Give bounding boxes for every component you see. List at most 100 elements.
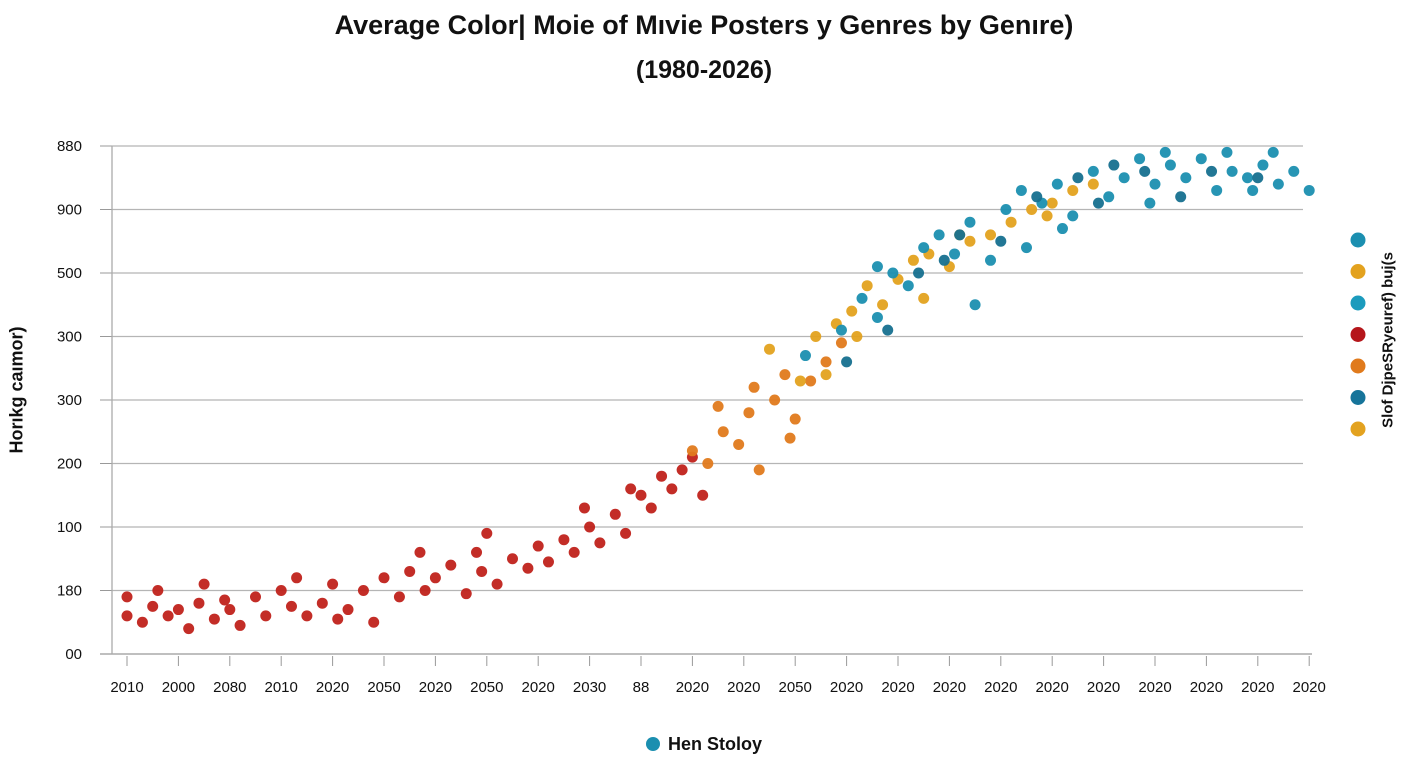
- data-point: [1021, 242, 1032, 254]
- data-point: [147, 600, 159, 612]
- data-point: [1252, 172, 1264, 184]
- data-point: [1026, 204, 1038, 215]
- data-point: [594, 537, 606, 549]
- data-point: [938, 254, 950, 266]
- legend-marker: [1350, 358, 1366, 374]
- data-point: [846, 305, 858, 317]
- data-point: [882, 324, 894, 336]
- y-tick-label: 500: [57, 265, 82, 282]
- data-point: [1139, 165, 1151, 177]
- data-point: [841, 356, 853, 368]
- data-point: [1015, 184, 1027, 196]
- data-point: [1118, 172, 1130, 184]
- data-point: [620, 527, 632, 539]
- data-point: [1056, 223, 1068, 235]
- data-point: [964, 216, 976, 228]
- y-tick-label: 100: [57, 519, 82, 536]
- data-point: [260, 610, 272, 622]
- x-tick-label: 2020: [1138, 679, 1171, 696]
- data-point: [717, 426, 729, 438]
- data-point: [419, 585, 431, 596]
- data-point: [1087, 178, 1099, 190]
- data-point: [902, 280, 914, 292]
- data-point: [871, 261, 883, 273]
- data-point: [635, 489, 647, 501]
- data-point: [918, 292, 930, 304]
- data-point: [1288, 165, 1300, 177]
- data-point: [1031, 191, 1043, 203]
- data-point: [851, 331, 863, 342]
- data-point: [584, 521, 596, 533]
- data-point: [1180, 172, 1192, 184]
- data-point: [219, 594, 231, 606]
- x-tick-label: 2000: [162, 679, 195, 696]
- data-point: [1041, 210, 1053, 222]
- legend-marker: [1350, 421, 1366, 437]
- data-point: [676, 464, 688, 476]
- data-point: [805, 375, 817, 387]
- data-point: [820, 356, 832, 368]
- data-point: [445, 559, 457, 571]
- data-point: [1164, 159, 1176, 171]
- data-point: [121, 610, 133, 622]
- data-point: [1046, 197, 1058, 209]
- data-point: [697, 489, 709, 501]
- data-point: [471, 546, 483, 558]
- data-point: [172, 604, 184, 616]
- data-point: [779, 369, 791, 381]
- data-point: [861, 280, 873, 292]
- legend-marker: [1350, 232, 1366, 248]
- data-point: [460, 588, 472, 600]
- data-point: [907, 254, 919, 266]
- y-tick-label: 300: [57, 392, 82, 409]
- y-tick-label: 300: [57, 329, 82, 346]
- data-point: [969, 299, 981, 311]
- data-point: [835, 324, 847, 336]
- data-point: [183, 623, 195, 635]
- x-tick-label: 2020: [1087, 679, 1120, 696]
- legend-marker: [1350, 264, 1366, 279]
- data-point: [995, 235, 1007, 247]
- data-point: [656, 470, 668, 482]
- x-tick-label: 2010: [110, 679, 143, 696]
- data-point: [1067, 210, 1079, 222]
- x-tick-label: 2020: [1036, 679, 1069, 696]
- x-tick-label: 2020: [830, 679, 863, 696]
- data-point: [985, 229, 997, 241]
- data-point: [1134, 153, 1146, 165]
- data-point: [1211, 184, 1223, 196]
- x-tick-label: 2020: [933, 679, 966, 696]
- data-point: [964, 235, 976, 247]
- data-point: [1257, 159, 1269, 171]
- data-point: [1144, 197, 1156, 209]
- data-point: [1005, 216, 1017, 228]
- data-point: [568, 546, 580, 558]
- data-point: [918, 242, 930, 254]
- x-tick-label: 2020: [522, 679, 555, 696]
- data-point: [887, 267, 899, 279]
- data-point: [949, 248, 961, 260]
- data-point: [764, 343, 775, 355]
- data-point: [625, 483, 637, 495]
- data-point: [1072, 172, 1084, 184]
- data-point: [393, 591, 405, 603]
- data-point: [820, 369, 832, 381]
- data-point: [193, 597, 205, 609]
- data-point: [429, 572, 441, 584]
- data-point: [404, 565, 416, 577]
- y-tick-label: 180: [57, 583, 82, 600]
- data-point: [136, 616, 148, 628]
- data-point: [507, 553, 518, 565]
- data-point: [332, 613, 344, 625]
- data-point: [1247, 184, 1259, 196]
- x-tick-label: 88: [633, 679, 650, 696]
- data-point: [1226, 165, 1238, 177]
- data-point: [748, 381, 760, 393]
- data-point: [368, 616, 380, 628]
- data-point: [753, 464, 765, 476]
- data-point: [1108, 159, 1120, 171]
- data-point: [1159, 146, 1171, 158]
- data-point: [1051, 178, 1063, 190]
- data-point: [789, 413, 801, 425]
- data-point: [1087, 165, 1099, 177]
